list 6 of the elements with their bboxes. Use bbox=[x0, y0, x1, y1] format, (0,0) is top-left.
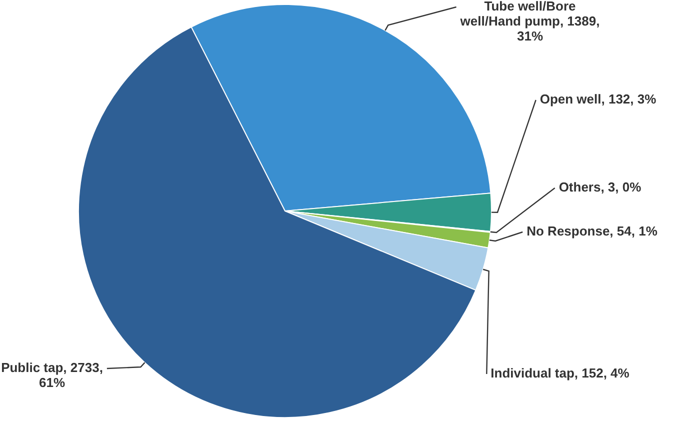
slice-label: Tube well/Bore well/Hand pump, 1389, 31% bbox=[459, 0, 600, 44]
slice-label: Others, 3, 0% bbox=[558, 180, 642, 195]
slice-label: No Response, 54, 1% bbox=[526, 224, 658, 239]
slice-label: Open well, 132, 3% bbox=[540, 92, 657, 107]
slice-label: Public tap, 2733, 61% bbox=[1, 360, 103, 390]
slice-label: Individual tap, 152, 4% bbox=[490, 366, 630, 381]
